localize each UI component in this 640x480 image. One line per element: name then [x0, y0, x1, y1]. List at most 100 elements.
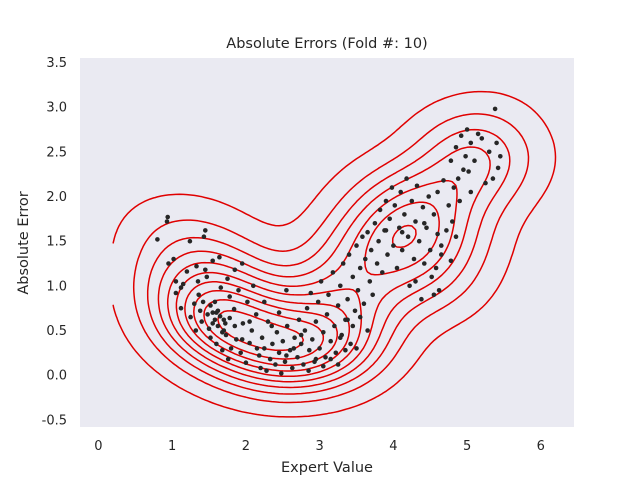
data-point: [308, 290, 314, 296]
data-point: [392, 203, 398, 208]
data-point: [355, 288, 361, 293]
data-point: [326, 292, 331, 298]
y-tick-label: 1.0: [46, 279, 67, 294]
data-point: [374, 261, 380, 266]
data-point: [280, 338, 286, 344]
data-point: [193, 328, 199, 333]
data-point: [354, 346, 359, 351]
data-point: [398, 189, 404, 195]
data-point: [448, 158, 454, 163]
data-point: [389, 185, 395, 190]
data-point: [178, 285, 184, 290]
data-point: [273, 362, 278, 367]
data-point: [200, 299, 206, 305]
data-point: [345, 317, 350, 323]
data-point: [290, 365, 295, 371]
data-point: [439, 252, 444, 257]
data-point: [247, 319, 252, 324]
contour-line: [166, 180, 458, 383]
data-point: [210, 321, 215, 326]
data-point: [307, 347, 312, 353]
scatter-points: [155, 106, 503, 376]
data-point: [276, 310, 282, 315]
data-point: [247, 340, 252, 346]
data-point: [464, 127, 470, 132]
data-point: [441, 178, 446, 183]
data-point: [313, 356, 319, 362]
data-point: [360, 234, 365, 239]
x-tick-labels: 0 1 2 3 4 5 6: [94, 439, 545, 454]
data-point: [340, 261, 346, 266]
data-point: [490, 176, 496, 181]
data-point: [210, 310, 215, 315]
data-point: [173, 279, 179, 284]
data-point: [225, 276, 230, 282]
data-point: [306, 368, 311, 374]
x-axis-title: Expert Value: [281, 460, 373, 476]
data-point: [287, 347, 293, 353]
data-point: [479, 136, 485, 141]
data-point: [206, 326, 212, 332]
data-point: [427, 247, 433, 253]
data-point: [350, 274, 356, 280]
data-point: [223, 332, 229, 338]
data-point: [284, 323, 290, 329]
data-point: [234, 337, 239, 342]
data-point: [267, 356, 273, 362]
contour-line: [112, 90, 557, 418]
data-point: [422, 261, 427, 266]
data-point: [411, 256, 417, 262]
data-point: [413, 219, 418, 224]
data-point: [165, 214, 170, 220]
y-tick-label: 3.0: [46, 101, 67, 116]
data-point: [276, 350, 282, 356]
x-tick-label: 5: [463, 439, 471, 454]
data-point: [424, 225, 429, 231]
data-point: [367, 279, 373, 284]
data-point: [450, 219, 455, 224]
data-point: [399, 229, 405, 235]
y-tick-label: 0.5: [46, 324, 67, 339]
y-axis-title: Absolute Error: [16, 191, 32, 294]
data-point: [218, 285, 224, 290]
data-point: [256, 353, 262, 358]
data-point: [227, 294, 232, 299]
x-tick-label: 4: [389, 439, 397, 454]
data-point: [455, 176, 461, 181]
data-point: [399, 247, 405, 253]
data-point: [254, 346, 260, 351]
y-tick-label: 2.5: [46, 145, 67, 160]
data-point: [416, 238, 422, 244]
data-point: [236, 288, 241, 293]
data-point: [419, 296, 424, 302]
data-point: [171, 256, 176, 262]
data-point: [468, 140, 474, 146]
data-point: [188, 314, 193, 320]
data-point: [301, 362, 306, 367]
data-point: [166, 261, 171, 266]
data-point: [197, 308, 203, 314]
data-point: [431, 292, 437, 298]
data-point: [259, 335, 265, 341]
data-point: [377, 207, 383, 213]
data-point: [380, 270, 385, 275]
data-point: [253, 312, 259, 317]
data-point: [439, 243, 444, 248]
data-point: [446, 203, 452, 208]
data-point: [457, 198, 463, 204]
data-point: [328, 338, 334, 344]
data-point: [333, 350, 339, 356]
data-point: [231, 306, 237, 312]
data-point: [223, 321, 228, 326]
data-point: [363, 256, 368, 262]
data-point: [350, 323, 356, 329]
data-point: [391, 243, 396, 248]
data-point: [210, 258, 215, 264]
data-point: [335, 303, 341, 308]
y-tick-labels: -0.5 0.0 0.5 1.0 1.5 2.0 2.5 3.0 3.5: [42, 56, 67, 428]
data-point: [354, 243, 359, 248]
data-point: [262, 346, 267, 351]
data-point: [310, 337, 315, 342]
data-point: [492, 106, 498, 112]
data-point: [486, 149, 492, 155]
